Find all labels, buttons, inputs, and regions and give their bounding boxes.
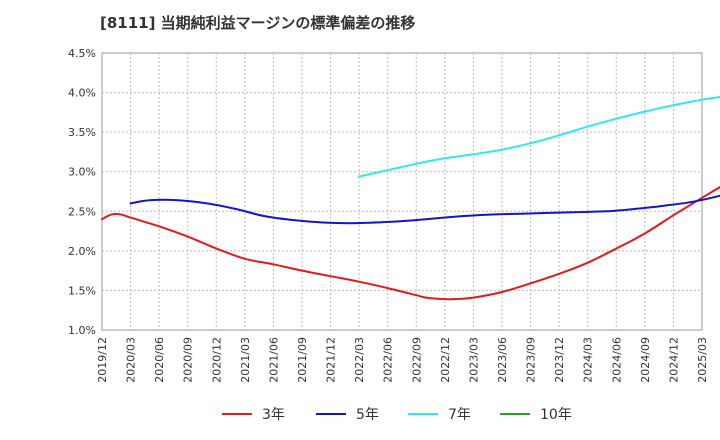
series-line-1 bbox=[129, 194, 720, 225]
x-tick-label: 2020/06 bbox=[153, 337, 166, 383]
x-tick-label: 2024/06 bbox=[610, 337, 623, 383]
x-tick-label: 2020/03 bbox=[125, 337, 138, 383]
legend-label-0: 3年 bbox=[262, 407, 285, 423]
x-tick-label: 2020/12 bbox=[210, 337, 223, 383]
x-tick-label: 2021/09 bbox=[296, 337, 309, 383]
chart-title: [8111] 当期純利益マージンの標準偏差の推移 bbox=[100, 14, 416, 32]
x-tick-label: 2022/09 bbox=[410, 337, 423, 383]
axis-layer: 2019/12 2020/03 2020/06 2020/09 2020/12 2021/… bbox=[68, 47, 709, 383]
y-tick-label: 1.0% bbox=[68, 324, 96, 337]
series-line-2 bbox=[358, 95, 720, 178]
x-tick-label: 2019/12 bbox=[96, 337, 109, 383]
grid-layer bbox=[101, 52, 703, 331]
x-tick-label: 2021/12 bbox=[325, 337, 338, 383]
legend-label-2: 7年 bbox=[448, 407, 471, 423]
legend-label-1: 5年 bbox=[356, 407, 379, 423]
y-tick-label: 2.0% bbox=[68, 245, 96, 258]
legend-label-3: 10年 bbox=[540, 407, 572, 423]
series-line-0 bbox=[101, 185, 720, 301]
x-tick-label: 2020/09 bbox=[182, 337, 195, 383]
series-layer bbox=[101, 95, 720, 301]
x-tick-label: 2024/03 bbox=[582, 337, 595, 383]
x-tick-label: 2021/03 bbox=[239, 337, 252, 383]
y-tick-label: 3.0% bbox=[68, 166, 96, 179]
x-tick-label: 2023/09 bbox=[525, 337, 538, 383]
y-tick-label: 1.5% bbox=[68, 284, 96, 297]
x-tick-label: 2024/12 bbox=[667, 337, 680, 383]
legend: 3年 5年 7年 10年 bbox=[222, 407, 572, 423]
x-tick-label: 2022/06 bbox=[382, 337, 395, 383]
x-tick-label: 2021/06 bbox=[267, 337, 280, 383]
plot-frame bbox=[101, 52, 703, 331]
x-tick-label: 2023/12 bbox=[553, 337, 566, 383]
y-tick-label: 3.5% bbox=[68, 126, 96, 139]
x-tick-label: 2023/06 bbox=[496, 337, 509, 383]
x-tick-label: 2022/03 bbox=[353, 337, 366, 383]
x-tick-label: 2023/03 bbox=[467, 337, 480, 383]
x-tick-label: 2022/12 bbox=[439, 337, 452, 383]
y-tick-label: 4.5% bbox=[68, 47, 96, 60]
x-tick-label: 2024/09 bbox=[639, 337, 652, 383]
x-tick-label: 2025/03 bbox=[696, 337, 709, 383]
y-tick-label: 2.5% bbox=[68, 205, 96, 218]
y-tick-label: 4.0% bbox=[68, 87, 96, 100]
